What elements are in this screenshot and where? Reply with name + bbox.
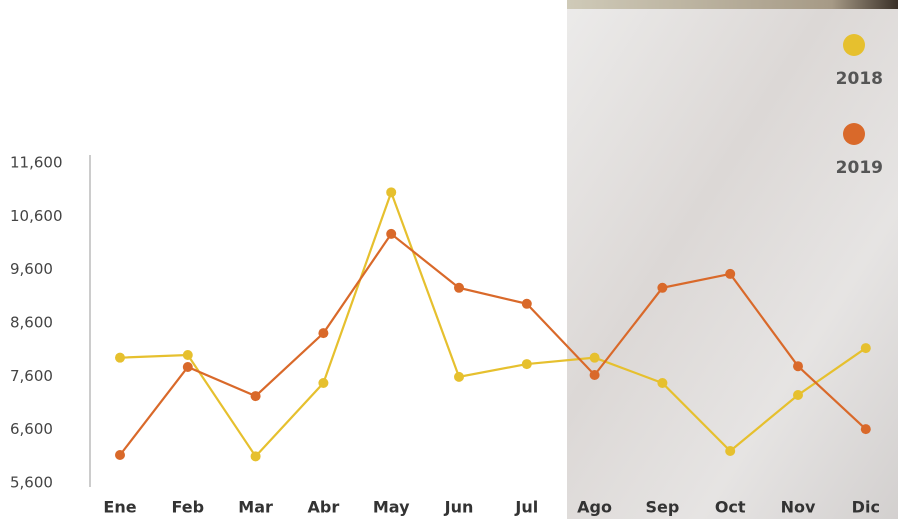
x-tick-label: Ene: [103, 498, 136, 517]
x-tick-label: Sep: [645, 498, 679, 517]
x-tick-label: Mar: [238, 498, 273, 517]
data-point: [521, 298, 532, 309]
data-point: [725, 268, 736, 279]
background-photo: [567, 0, 898, 519]
x-tick-label: Dic: [852, 498, 880, 517]
legend-marker: [843, 34, 865, 56]
data-point: [318, 378, 329, 388]
x-tick-label: Abr: [308, 498, 340, 517]
data-point: [115, 352, 125, 363]
data-point: [589, 370, 600, 380]
y-tick-label: 5,600: [10, 474, 53, 492]
data-point: [860, 424, 871, 435]
x-tick-label: Ago: [577, 498, 612, 517]
x-tick-label: Nov: [781, 498, 816, 517]
legend-label: 2018: [836, 69, 883, 89]
series-line: [119, 189, 867, 459]
data-point: [860, 343, 871, 354]
y-tick-label: 8,600: [10, 314, 53, 332]
legend-marker: [843, 123, 865, 145]
x-tick-label: Jun: [444, 498, 474, 517]
data-point: [250, 451, 261, 462]
y-tick-label: 9,600: [10, 260, 53, 278]
data-point: [386, 228, 397, 239]
data-point: [182, 362, 193, 372]
data-point: [386, 187, 397, 198]
data-point: [250, 391, 261, 402]
y-tick-label: 10,600: [10, 207, 63, 225]
data-point: [521, 359, 532, 370]
data-point: [318, 328, 329, 339]
data-point: [793, 361, 803, 372]
data-point: [793, 390, 803, 400]
y-tick-label: 11,600: [10, 154, 63, 172]
data-point: [725, 446, 736, 456]
data-point: [657, 378, 668, 388]
data-point: [115, 450, 125, 460]
data-point: [454, 282, 464, 293]
series-line: [119, 232, 867, 456]
background-photo-top: [567, 0, 898, 9]
data-point: [454, 371, 464, 382]
legend-label: 2019: [836, 158, 883, 178]
x-tick-label: Feb: [172, 498, 205, 517]
y-tick-label: 7,600: [10, 367, 53, 385]
x-tick-label: Jul: [514, 498, 538, 517]
y-tick-label: 6,600: [10, 420, 53, 438]
x-tick-label: Oct: [715, 498, 746, 517]
data-point: [657, 282, 668, 293]
data-point: [182, 350, 193, 360]
x-tick-label: May: [373, 498, 410, 517]
data-point: [589, 352, 600, 363]
